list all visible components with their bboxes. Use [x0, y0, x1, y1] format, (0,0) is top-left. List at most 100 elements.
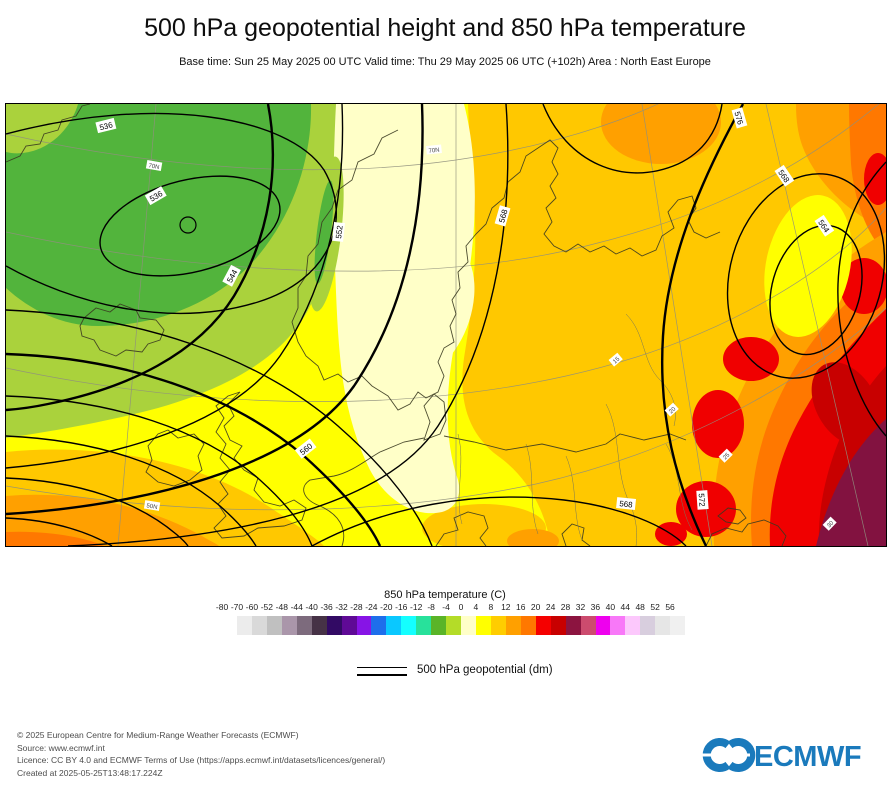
colorbar-tick: 4	[473, 602, 479, 612]
colorbar-cell	[476, 616, 491, 635]
colorbar-cell	[431, 616, 447, 635]
svg-text:50N: 50N	[146, 503, 158, 511]
footer: © 2025 European Centre for Medium-Range …	[17, 729, 385, 779]
graticule-label: 15	[608, 352, 623, 367]
colorbar-tick: 56	[665, 602, 675, 612]
colorbar-tick: 16	[515, 602, 526, 612]
colorbar-cell	[565, 616, 581, 635]
colorbar-cell	[401, 616, 417, 635]
colorbar-cell	[416, 616, 432, 635]
ecmwf-logo-text: ECMWF	[754, 741, 861, 773]
footer-licence: Licence: CC BY 4.0 and ECMWF Terms of Us…	[17, 755, 386, 766]
colorbar-cell	[281, 616, 297, 635]
colorbar-cell	[490, 616, 506, 635]
svg-text:70N: 70N	[148, 163, 160, 171]
ecmwf-logo-mark	[702, 738, 756, 772]
colorbar-tick: -20	[380, 602, 393, 612]
graticule-label: 70N	[145, 160, 163, 171]
colorbar-tick: 12	[501, 602, 511, 612]
colorbar-tick: -32	[335, 602, 348, 612]
colorbar-cell	[580, 616, 596, 635]
graticule-label: 70N	[425, 144, 442, 155]
svg-text:30: 30	[826, 520, 835, 529]
temperature-colorbar	[237, 616, 686, 635]
colorbar-tick: 52	[650, 602, 660, 612]
svg-text:568: 568	[619, 499, 634, 509]
colorbar-tick: -48	[275, 602, 288, 612]
colorbar-cell	[296, 616, 312, 635]
colorbar-cell	[237, 616, 252, 635]
svg-text:576: 576	[732, 110, 744, 126]
colorbar-cell	[371, 616, 387, 635]
svg-text:70N: 70N	[428, 148, 440, 155]
weather-map: 536 536 544 552 560 568 568 572 576 568 564 70N 70N 5…	[5, 103, 887, 547]
svg-text:20: 20	[668, 406, 677, 415]
page-subtitle: Base time: Sun 25 May 2025 00 UTC Valid …	[179, 56, 711, 68]
colorbar-tick: -36	[320, 602, 333, 612]
colorbar-tick: -52	[260, 602, 274, 612]
page-title: 500 hPa geopotential height and 850 hPa …	[144, 14, 746, 42]
colorbar-cell	[311, 616, 327, 635]
svg-text:552: 552	[334, 224, 344, 239]
colorbar-cell	[595, 616, 611, 635]
colorbar-cell	[326, 616, 342, 635]
colorbar-cell	[655, 616, 671, 635]
svg-text:25: 25	[722, 452, 731, 461]
ecmwf-logo: ECMWF	[702, 735, 872, 779]
colorbar-tick: -70	[230, 602, 244, 612]
colorbar-tick: 20	[530, 602, 541, 612]
footer-created-at: Created at 2025-05-25T13:48:17.224Z	[17, 767, 163, 778]
colorbar-cell	[670, 616, 686, 635]
contour-label: 576	[731, 107, 748, 129]
contour-label: 536	[95, 117, 117, 134]
colorbar-tick: -12	[410, 602, 423, 612]
colorbar-tick: -60	[245, 602, 259, 612]
svg-text:572: 572	[697, 493, 707, 507]
colorbar-tick: 32	[575, 602, 586, 612]
colorbar-cell	[550, 616, 566, 635]
graticule-label: 50N	[143, 500, 161, 511]
colorbar-tick: 40	[605, 602, 616, 612]
contour-label: 568	[494, 205, 511, 227]
graticule-label: 30	[822, 516, 837, 531]
colorbar-cell	[461, 616, 476, 635]
colorbar-cell	[356, 616, 372, 635]
graticule-label: 25	[718, 448, 733, 463]
colorbar-cell	[520, 616, 536, 635]
colorbar-tick: 8	[488, 602, 494, 612]
temperature-legend-title: 850 hPa temperature (C)	[384, 589, 506, 601]
colorbar-cell	[610, 616, 626, 635]
colorbar-tick: -40	[305, 602, 318, 612]
footer-source: Source: www.ecmwf.int	[17, 742, 105, 753]
temperature-legend-ticks: -80 -70 -60 -52 -48 -44 -40 -36 -32 -28 -24 -20 -16-…	[216, 602, 685, 613]
contour-label: 572	[696, 490, 709, 510]
colorbar-cell	[625, 616, 641, 635]
temperature-shading	[6, 104, 886, 546]
svg-text:568: 568	[497, 208, 509, 224]
colorbar-cell	[386, 616, 402, 635]
contour-label: 568	[616, 497, 637, 510]
colorbar-tick: 36	[590, 602, 601, 612]
geopotential-line-thin	[357, 667, 407, 668]
geopotential-legend-label: 500 hPa geopotential (dm)	[417, 664, 553, 676]
svg-text:15: 15	[612, 356, 621, 365]
colorbar-tick: 28	[560, 602, 571, 612]
colorbar-tick: 44	[620, 602, 630, 612]
contour-label: 552	[332, 221, 345, 242]
colorbar-tick: -4	[442, 602, 450, 612]
graticule-label: 20	[664, 402, 679, 417]
svg-text:536: 536	[99, 120, 115, 132]
footer-copyright: © 2025 European Centre for Medium-Range …	[17, 730, 299, 740]
colorbar-cell	[341, 616, 357, 635]
colorbar-tick: -8	[427, 602, 435, 612]
colorbar-cell	[251, 616, 267, 635]
colorbar-tick: -16	[395, 602, 408, 612]
colorbar-cell	[535, 616, 551, 635]
colorbar-cell	[446, 616, 462, 635]
colorbar-cell	[266, 616, 282, 635]
colorbar-cell	[640, 616, 656, 635]
colorbar-tick: 0	[458, 602, 464, 612]
